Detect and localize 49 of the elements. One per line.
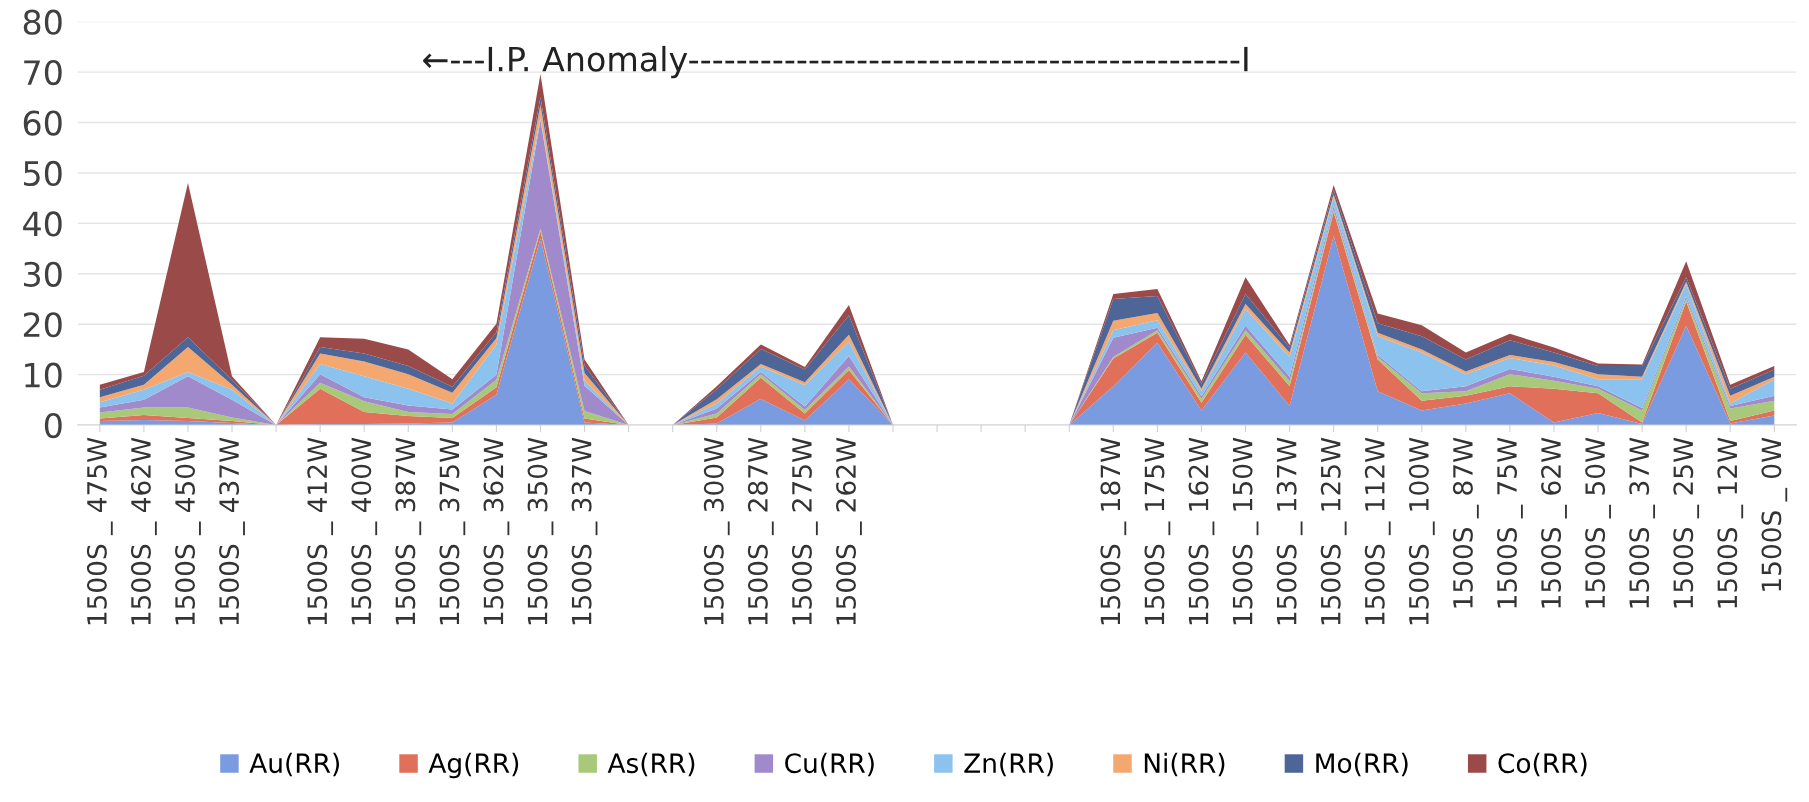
x-tick-label: 1500S _ 275W [791,437,818,625]
x-tick-label: 1500S _ 87W [1452,437,1479,608]
y-tick-label: 10 [25,362,62,388]
x-tick-label: 1500S _ 150W [1232,437,1259,625]
x-tick-label: 1500S _ 0W [1761,437,1788,591]
y-tick-label: 60 [23,110,62,136]
legend-label: As(RR) [607,752,695,777]
x-tick-label: 1500S _ 362W [483,437,510,625]
x-tick-label: 1500S _ 350W [527,437,554,625]
x-tick-label: 1500S _ 287W [747,437,774,625]
x-tick-label: 1500S _ 162W [1188,437,1215,625]
x-tick-label: 1500S _ 337W [571,437,598,625]
x-tick-label: 1500S _ 262W [836,437,862,625]
legend-label: Zn(RR) [964,752,1053,777]
y-tick-label: 30 [24,261,62,287]
x-tick-label: 1500S _ 450W [175,437,201,625]
x-tick-label: 1500S _ 437W [219,437,245,625]
x-tick-label: 1500S _ 375W [439,437,466,625]
x-tick-label: 1500S _ 75W [1497,437,1523,608]
x-tick-label: 1500S _ 112W [1364,437,1391,625]
x-tick-label: 1500S _ 475W [86,437,113,625]
legend-label: Au(RR) [249,752,339,777]
y-tick-label: 0 [44,412,62,439]
x-tick-label: 1500S _ 137W [1276,437,1303,625]
legend-label: Mo(RR) [1316,752,1408,777]
legend-label: Ag(RR) [428,752,519,779]
y-tick-label: 50 [24,160,62,187]
x-tick-label: 1500S _ 25W [1673,437,1700,608]
y-tick-label: 70 [24,60,62,86]
x-tick-label: 1500S _ 175W [1144,437,1171,625]
legend-label: Ni(RR) [1144,752,1225,777]
x-tick-label: 1500S _ 400W [351,437,378,625]
x-tick-label: 1500S _ 387W [395,437,422,625]
x-tick-label: 1500S _ 37W [1629,437,1656,608]
x-tick-label: 1500S _ 50W [1585,437,1611,608]
x-tick-label: 1500S _ 300W [703,437,730,625]
legend-label: Co(RR) [1498,752,1587,777]
x-tick-label: 1500S _ 12W [1717,437,1744,608]
y-tick-label: 80 [23,9,62,35]
annotation: ←---I.P. Anomaly----------------------------------------------I [423,45,1248,79]
x-tick-label: 1500S _ 100W [1408,437,1435,625]
legend-label: Cu(RR) [785,752,874,777]
x-tick-label: 1500S _ 412W [307,437,334,625]
x-tick-label: 1500S _ 62W [1541,437,1567,608]
x-tick-label: 1500S _ 125W [1320,437,1347,625]
y-tick-label: 40 [23,211,62,237]
x-tick-label: 1500S _ 187W [1100,437,1127,625]
x-tick-label: 1500S _ 462W [130,437,157,625]
y-tick-label: 20 [23,312,62,338]
